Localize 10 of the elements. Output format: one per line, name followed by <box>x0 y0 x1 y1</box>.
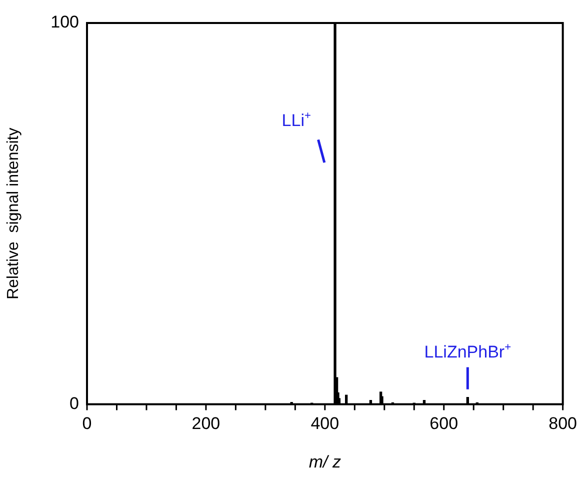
x-tick-label: 400 <box>310 414 340 434</box>
annotation: LLiZnPhBr+ <box>424 342 512 362</box>
x-tick-label: 600 <box>430 414 458 434</box>
x-tick-label: 0 <box>82 414 92 434</box>
y-axis-title: Relative signal intensity <box>5 128 22 300</box>
y-tick-label: 100 <box>50 12 79 32</box>
x-tick-label: 800 <box>548 414 578 434</box>
x-tick-label: 200 <box>192 414 220 434</box>
x-axis-title: m/ z <box>308 452 342 472</box>
annotation: LLi+ <box>282 110 311 130</box>
